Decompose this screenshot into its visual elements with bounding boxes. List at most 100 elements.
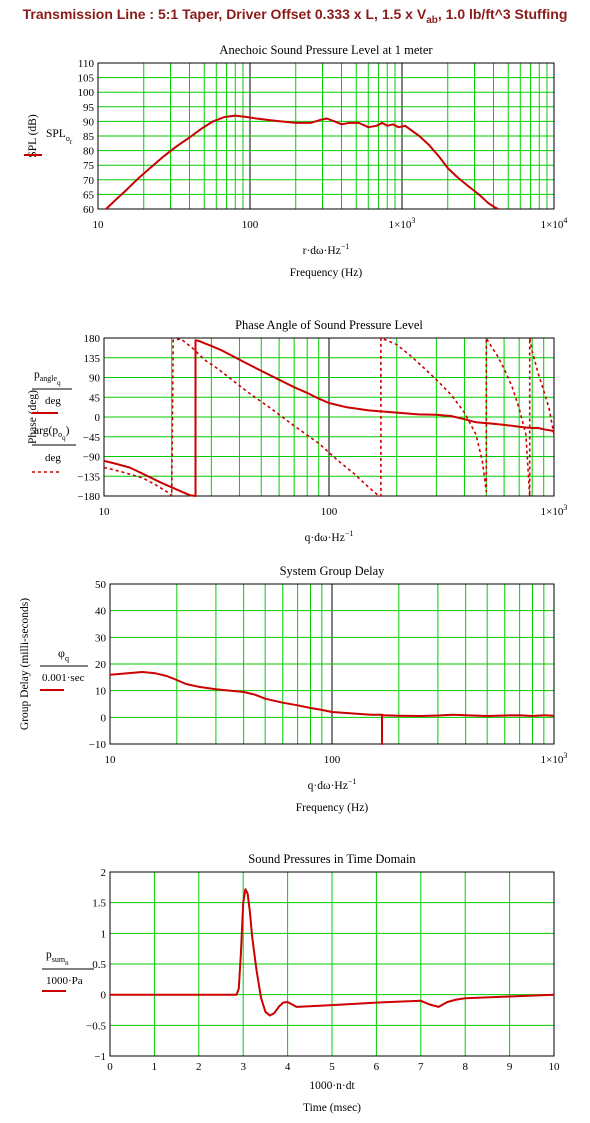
series-line-1 [105,114,499,210]
y-tick-label: 70 [83,175,95,187]
page-title: Transmission Line : 5:1 Taper, Driver Of… [22,6,568,26]
y-tick-label: 20 [95,659,107,671]
y-tick-label: 90 [83,116,95,128]
chart-title: Phase Angle of Sound Pressure Level [235,318,423,332]
chart-1: Anechoic Sound Pressure Level at 1 meter… [24,43,567,279]
y-tick-label: 100 [78,87,95,99]
y-tick-label: 0 [101,990,107,1002]
y-tick-label: 0 [101,712,107,724]
y-tick-label: 135 [84,353,101,365]
x-tick-label: 1 [152,1061,158,1073]
y-tick-label: 0.5 [92,959,106,971]
grid [110,872,554,1056]
x-tick-label: 5 [329,1061,335,1073]
grid [110,584,554,744]
legend-denominator: deg [45,395,61,407]
y-tick-label: 75 [83,160,95,172]
chart-title: Anechoic Sound Pressure Level at 1 meter [219,43,433,57]
y-tick-label: −180 [77,491,100,503]
x-tick-label: 100 [321,506,338,518]
chart-title: System Group Delay [280,564,386,578]
y-tick-label: 10 [95,686,107,698]
legend: psumn 1000·Pa [42,949,94,992]
y-tick-label: −45 [83,432,101,444]
legend-denominator: 0.001·sec [42,672,85,684]
y-tick-label: 105 [78,73,95,85]
x-tick-label: 100 [242,219,259,231]
chart-3: System Group Delay −10 0 10 20 30 40 50 10 100 1×1… [19,564,567,814]
y-tick-label: 40 [95,606,107,618]
grid [98,63,554,209]
x-tick-label: 7 [418,1061,424,1073]
y-tick-label: 0 [95,412,101,424]
y-tick-label: 2 [101,867,107,879]
y-axis-label: Phase (deg) [27,390,39,444]
y-tick-label: 110 [78,58,95,70]
legend-label: arg(poq) [34,425,70,442]
legend-label: psumn [46,949,69,967]
legend: φq 0.001·sec [40,646,88,691]
chart-2: Phase Angle of Sound Pressure Level −180 −… [27,318,567,544]
x-axis-label: Frequency (Hz) [290,267,363,279]
x-tick-label: 1×103 [541,751,568,766]
y-tick-label: 50 [95,579,107,591]
chart-title: Sound Pressures in Time Domain [248,852,416,866]
x-axis-expression: 1000·n·dt [309,1080,355,1092]
x-tick-label: 2 [196,1061,202,1073]
x-axis-expression: r·dω·Hz−1 [303,242,350,257]
y-tick-label: 90 [89,373,101,385]
x-tick-label: 10 [99,506,111,518]
plot-frame [109,583,555,745]
x-tick-label: 9 [507,1061,513,1073]
x-tick-label: 100 [324,754,341,766]
series-line-1 [103,339,555,497]
y-tick-label: 45 [89,392,101,404]
x-axis-expression: q·dω·Hz−1 [308,777,357,792]
y-tick-label: 85 [83,131,95,143]
chart-4: Sound Pressures in Time Domain −1 −0.5 0 0.5… [42,852,560,1114]
grid [104,338,554,496]
y-tick-label: 30 [95,632,107,644]
x-tick-label: 1×103 [389,216,416,231]
y-tick-label: 80 [83,146,95,158]
y-tick-label: −135 [77,471,100,483]
x-tick-label: 4 [285,1061,291,1073]
x-axis-label: Time (msec) [303,1102,361,1114]
plot-frame [109,871,555,1057]
x-tick-label: 3 [240,1061,246,1073]
x-tick-label: 6 [374,1061,380,1073]
legend-label: SPLor [46,128,73,146]
plot-frame [97,62,555,210]
x-axis-label: Frequency (Hz) [296,802,369,814]
y-tick-label: 65 [83,189,95,201]
y-tick-label: 60 [83,204,95,216]
y-tick-label: 1 [101,928,107,940]
x-tick-label: 10 [105,754,117,766]
y-tick-label: −90 [83,452,101,464]
x-tick-label: 10 [93,219,105,231]
y-axis-label: Group Delay (milli-seconds) [19,598,31,730]
x-tick-label: 8 [462,1061,468,1073]
y-axis-label: SPL (dB) [27,114,39,158]
y-tick-label: 95 [83,102,95,114]
x-tick-label: 10 [549,1061,561,1073]
x-axis-expression: q·dω·Hz−1 [305,529,354,544]
legend-label: φq [58,646,69,663]
y-tick-label: 1.5 [92,898,106,910]
x-tick-label: 1×104 [541,216,568,231]
series-line-2 [103,337,555,497]
y-tick-label: −10 [89,739,107,751]
legend-denominator: 1000·Pa [46,975,83,987]
y-tick-label: 180 [84,333,101,345]
series-line-1 [110,888,555,1017]
legend: pangleq deg arg(poq) deg [32,369,76,473]
plot-frame [103,337,555,497]
legend-denominator: deg [45,452,61,464]
x-tick-label: 0 [107,1061,113,1073]
y-tick-label: −0.5 [86,1020,106,1032]
x-tick-label: 1×103 [541,503,568,518]
series-line-1 [109,671,555,745]
legend-label: pangleq [34,369,61,387]
y-tick-label: −1 [94,1051,106,1063]
